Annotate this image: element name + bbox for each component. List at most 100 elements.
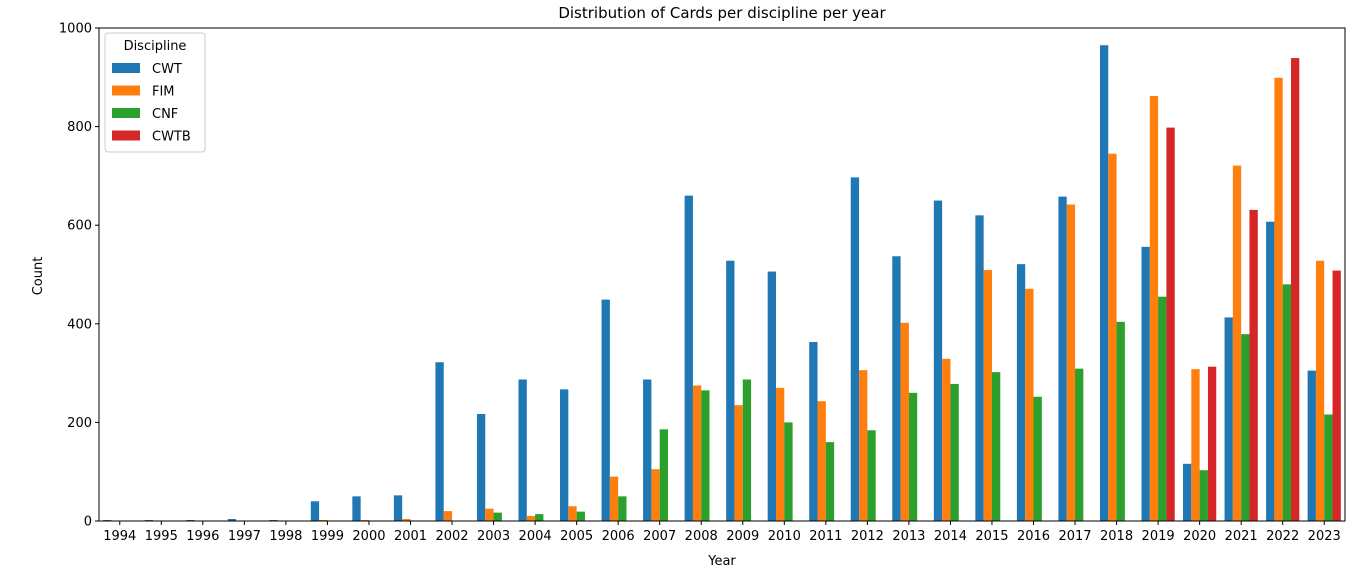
bar-cwt-2004 bbox=[518, 379, 527, 521]
bar-fim-2004 bbox=[526, 516, 536, 521]
x-tick-label: 2023 bbox=[1308, 529, 1341, 544]
bar-cnf-2006 bbox=[618, 496, 627, 521]
bar-cwtb-2021 bbox=[1249, 209, 1258, 522]
x-tick-label: 2002 bbox=[435, 529, 468, 544]
y-tick-label: 1000 bbox=[59, 22, 92, 37]
y-tick-label: 200 bbox=[67, 416, 92, 431]
x-tick-label: 2018 bbox=[1100, 529, 1133, 544]
bar-cnf-2020 bbox=[1199, 470, 1208, 521]
bar-fim-2016 bbox=[1025, 288, 1034, 521]
chart-title: Distribution of Cards per discipline per… bbox=[558, 4, 886, 22]
bar-cwt-2010 bbox=[767, 271, 776, 521]
x-tick-label: 2006 bbox=[602, 529, 635, 544]
legend: Discipline CWT FIM CNF CWTB bbox=[104, 32, 206, 153]
legend-swatch-cwtb bbox=[112, 130, 140, 141]
bar-fim-2005 bbox=[568, 506, 577, 521]
bar-cwt-2020 bbox=[1183, 463, 1192, 521]
x-tick-label: 2020 bbox=[1183, 529, 1216, 544]
legend-swatch-cnf bbox=[112, 108, 140, 118]
x-tick-label: 2004 bbox=[519, 529, 552, 544]
bar-cnf-2007 bbox=[659, 429, 669, 521]
legend-swatch-fim bbox=[112, 85, 140, 96]
bar-fim-2003 bbox=[485, 508, 494, 521]
x-tick-label: 2009 bbox=[726, 529, 759, 544]
bar-fim-2014 bbox=[942, 358, 951, 521]
x-tick-label: 1995 bbox=[145, 529, 178, 544]
y-tick-label: 800 bbox=[67, 120, 92, 135]
bar-cnf-2003 bbox=[493, 512, 502, 521]
bar-cwtb-2020 bbox=[1207, 366, 1217, 521]
legend-label-fim: FIM bbox=[152, 85, 175, 100]
bar-fim-2002 bbox=[443, 511, 453, 521]
bar-cwt-2007 bbox=[643, 379, 652, 521]
x-tick-label: 2005 bbox=[560, 529, 593, 544]
bar-cnf-2009 bbox=[742, 379, 752, 521]
bar-cwt-2008 bbox=[684, 195, 693, 521]
bar-cwt-2015 bbox=[975, 215, 984, 521]
plot-frame bbox=[98, 27, 1346, 522]
bar-cwt-2003 bbox=[476, 414, 486, 521]
bar-cwt-2017 bbox=[1058, 196, 1067, 522]
y-tick-label: 0 bbox=[84, 515, 92, 530]
bar-cnf-2016 bbox=[1033, 396, 1042, 521]
y-axis-label: Count bbox=[31, 257, 46, 296]
legend-label-cwt: CWT bbox=[152, 62, 182, 77]
bar-fim-2010 bbox=[775, 387, 785, 521]
bar-fim-2006 bbox=[609, 476, 619, 521]
bar-cwt-2005 bbox=[560, 389, 569, 521]
bar-fim-2015 bbox=[983, 270, 992, 521]
bar-fim-2011 bbox=[817, 401, 826, 521]
bar-cwt-1999 bbox=[310, 501, 320, 521]
bar-fim-2008 bbox=[692, 385, 702, 521]
bar-cnf-2023 bbox=[1324, 414, 1333, 521]
bar-cwt-2011 bbox=[809, 342, 818, 521]
x-tick-label: 2001 bbox=[394, 529, 427, 544]
x-tick-label: 2007 bbox=[643, 529, 676, 544]
bar-cwtb-2022 bbox=[1291, 58, 1300, 521]
bar-fim-2018 bbox=[1108, 153, 1117, 521]
bar-fim-2020 bbox=[1191, 369, 1200, 521]
bar-cnf-2011 bbox=[825, 442, 835, 521]
bar-cnf-2013 bbox=[908, 392, 918, 521]
bar-cwt-2014 bbox=[933, 200, 943, 522]
bar-cnf-2021 bbox=[1241, 334, 1250, 521]
bars-layer bbox=[103, 45, 1341, 522]
x-tick-label: 1994 bbox=[103, 529, 136, 544]
bar-cwt-2018 bbox=[1099, 45, 1109, 521]
bar-fim-2022 bbox=[1274, 77, 1283, 521]
y-tick-label: 400 bbox=[67, 317, 92, 332]
bar-cwt-2023 bbox=[1307, 370, 1316, 521]
bar-fim-2009 bbox=[734, 405, 743, 521]
x-tick-label: 2021 bbox=[1225, 529, 1258, 544]
legend-box bbox=[104, 32, 206, 153]
x-tick-label: 2013 bbox=[892, 529, 925, 544]
x-tick-label: 1999 bbox=[311, 529, 344, 544]
x-tick-label: 2022 bbox=[1266, 529, 1299, 544]
legend-label-cnf: CNF bbox=[152, 107, 178, 122]
bar-cnf-2017 bbox=[1075, 368, 1084, 521]
bar-cnf-2005 bbox=[576, 511, 585, 521]
y-tick-label: 600 bbox=[67, 219, 92, 234]
axes-layer: 0 200 400 600 800 1000 1994 1995 1996 1997 1998 199… bbox=[59, 22, 1346, 544]
bar-fim-2012 bbox=[859, 370, 868, 521]
bar-cwt-1997 bbox=[227, 519, 237, 521]
bar-cwt-2002 bbox=[435, 362, 444, 521]
bar-cnf-2022 bbox=[1282, 284, 1292, 521]
x-tick-label: 2010 bbox=[768, 529, 801, 544]
x-tick-label: 1997 bbox=[228, 529, 261, 544]
x-tick-label: 2011 bbox=[809, 529, 842, 544]
bar-fim-2013 bbox=[900, 322, 909, 521]
bar-cnf-2019 bbox=[1158, 296, 1167, 521]
bar-cwt-2006 bbox=[601, 299, 610, 521]
legend-label-cwtb: CWTB bbox=[152, 130, 191, 145]
bar-fim-2017 bbox=[1066, 204, 1076, 522]
bar-cwt-2012 bbox=[850, 177, 860, 521]
x-tick-label: 1996 bbox=[186, 529, 219, 544]
bar-fim-2021 bbox=[1232, 165, 1242, 522]
bar-fim-2007 bbox=[651, 469, 660, 521]
legend-title: Discipline bbox=[124, 39, 187, 54]
x-tick-label: 2016 bbox=[1017, 529, 1050, 544]
x-tick-label: 2019 bbox=[1142, 529, 1175, 544]
x-tick-label: 1998 bbox=[269, 529, 302, 544]
bar-cwtb-2019 bbox=[1166, 127, 1175, 521]
